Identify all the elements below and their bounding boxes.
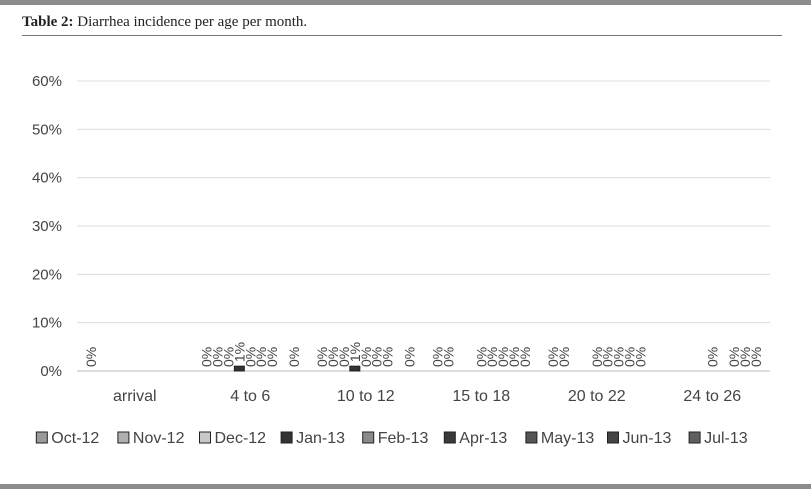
legend-label: Nov-12: [133, 430, 185, 447]
data-label: 0%: [545, 347, 561, 367]
legend-label: Jan-13: [296, 430, 345, 447]
data-label: 0%: [314, 347, 330, 367]
y-tick-label: 40%: [32, 170, 62, 187]
data-label: 0%: [589, 347, 605, 367]
y-tick-label: 50%: [32, 121, 62, 138]
legend-label: Apr-13: [459, 430, 507, 447]
chart-panel: 0% 10% 20% 30% 40% 50% 60% arrival 4 to 6 10 to 1…: [22, 49, 785, 461]
y-tick-label: 20%: [32, 266, 62, 283]
caption-rule: [22, 35, 782, 36]
legend-swatch: [199, 431, 211, 444]
data-label: 0%: [264, 347, 280, 367]
legend-swatch: [280, 431, 293, 444]
legend-swatch: [443, 431, 456, 444]
data-label: 0%: [358, 347, 374, 367]
data-label: 0%: [286, 347, 302, 367]
data-label: 0%: [556, 347, 572, 367]
legend-label: Oct-12: [51, 430, 99, 447]
bar: [349, 365, 361, 372]
legend-label: May-13: [541, 430, 594, 447]
data-label: 0%: [325, 347, 341, 367]
bar-chart: 0% 10% 20% 30% 40% 50% 60% arrival 4 to 6 10 to 1…: [32, 73, 770, 447]
data-label: 0%: [473, 347, 489, 367]
x-tick-label: 10 to 12: [337, 388, 395, 405]
y-tick-label: 0%: [40, 363, 62, 380]
legend-swatch: [35, 431, 48, 444]
top-rule: [0, 0, 811, 5]
chart-area: [22, 49, 785, 461]
legend-swatch: [688, 431, 701, 444]
x-tick-label: arrival: [113, 388, 157, 405]
legend-swatch: [525, 431, 538, 444]
bottom-rule: [0, 484, 811, 489]
data-label: 0%: [430, 347, 446, 367]
legend-label: Jun-13: [623, 430, 672, 447]
data-label: 1%: [347, 342, 363, 362]
data-label: 0%: [506, 347, 522, 367]
data-label: 0%: [704, 347, 720, 367]
data-label: 0%: [726, 347, 742, 367]
y-tick-label: 10%: [32, 315, 62, 332]
legend-label: Dec-12: [215, 430, 267, 447]
data-label: 0%: [369, 347, 385, 367]
data-label: 0%: [484, 347, 500, 367]
legend-swatch: [117, 431, 130, 444]
bar: [233, 365, 245, 372]
data-label: 0%: [83, 347, 99, 367]
data-label: 0%: [737, 347, 753, 367]
legend-swatch: [362, 431, 375, 444]
legend-swatch: [607, 431, 619, 444]
data-label: 0%: [220, 347, 236, 367]
x-tick-label: 4 to 6: [230, 388, 270, 405]
caption-text: Diarrhea incidence per age per month.: [77, 14, 308, 30]
data-label: 0%: [517, 347, 533, 367]
data-label: 0%: [632, 347, 648, 367]
data-label: 0%: [199, 347, 215, 367]
y-tick-label: 60%: [32, 73, 62, 90]
data-label: 0%: [621, 347, 637, 367]
data-label: 0%: [401, 347, 417, 367]
data-label: 0%: [253, 347, 269, 367]
legend-label: Jul-13: [704, 430, 748, 447]
legend-label: Feb-13: [378, 430, 429, 447]
data-label: 0%: [600, 347, 616, 367]
data-label: 0%: [380, 347, 396, 367]
data-label: 0%: [242, 347, 258, 367]
data-label: 0%: [495, 347, 511, 367]
data-label: 1%: [231, 342, 247, 362]
data-label: 0%: [748, 347, 764, 367]
data-label: 0%: [441, 347, 457, 367]
table-caption: Table 2: Diarrhea incidence per age per …: [22, 14, 307, 31]
x-tick-label: 20 to 22: [568, 388, 626, 405]
caption-label: Table 2:: [22, 14, 74, 30]
x-tick-label: 24 to 26: [683, 388, 741, 405]
y-tick-label: 30%: [32, 218, 62, 235]
x-tick-label: 15 to 18: [452, 388, 510, 405]
data-label: 0%: [210, 347, 226, 367]
data-label: 0%: [336, 347, 352, 367]
data-label: 0%: [611, 347, 627, 367]
